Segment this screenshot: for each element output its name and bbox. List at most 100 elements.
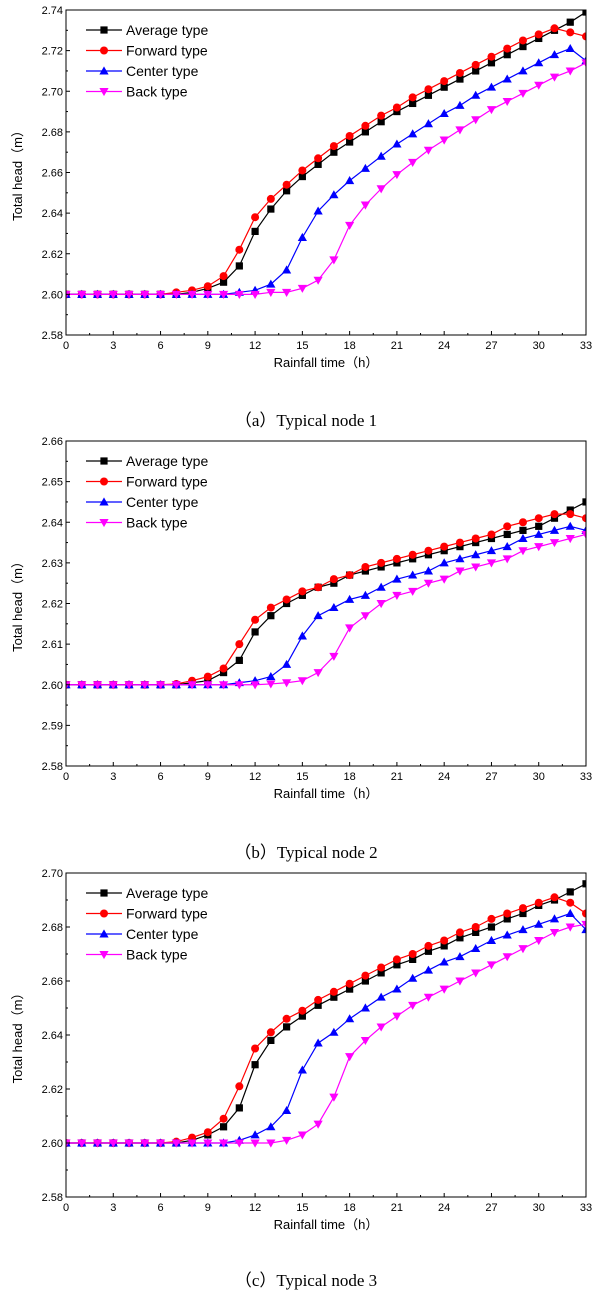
data-point-center-type-23 [423, 566, 434, 575]
data-point-back-type-8 [187, 1139, 197, 1148]
data-point-forward-type-17 [329, 987, 338, 996]
data-point-forward-type-13 [266, 1028, 275, 1037]
data-point-back-type-32 [565, 535, 575, 544]
data-point-back-type-17 [329, 256, 339, 265]
data-point-center-type-29 [518, 533, 528, 542]
data-point-back-type-21 [392, 591, 402, 600]
data-point-average-type-17 [330, 579, 338, 587]
data-point-center-type-28 [502, 930, 512, 939]
data-point-forward-type-17 [329, 575, 338, 584]
legend-entry-label: Forward type [126, 43, 208, 59]
y-tick-label: 2.64 [42, 1030, 63, 1042]
data-point-average-type-27 [487, 534, 496, 543]
data-point-center-type-15 [297, 232, 307, 241]
data-point-average-type-24 [440, 83, 448, 91]
data-point-center-type-22 [408, 129, 418, 138]
data-point-forward-type-30 [534, 898, 543, 907]
data-point-forward-type-29 [518, 904, 527, 913]
y-tick-label: 2.68 [42, 922, 63, 934]
series-line-back-type [66, 62, 586, 295]
data-point-center-type-21 [392, 139, 402, 148]
data-point-back-type-29 [518, 89, 528, 98]
data-point-forward-type-23 [424, 85, 433, 94]
data-point-back-type-31 [549, 73, 560, 82]
series-line-forward-type [66, 513, 586, 686]
data-point-forward-type-22 [408, 950, 417, 958]
x-tick-label: 21 [391, 771, 403, 783]
y-tick-label: 2.62 [42, 249, 63, 261]
data-point-forward-type-33 [582, 514, 586, 523]
x-tick-label: 30 [533, 771, 545, 783]
data-point-forward-type-13 [266, 603, 275, 612]
data-point-back-type-4 [124, 290, 134, 299]
data-point-back-type-4 [124, 681, 134, 690]
data-point-back-type-20 [376, 185, 386, 194]
data-point-forward-type-19 [361, 971, 370, 980]
data-point-forward-type-10 [219, 272, 228, 281]
x-tick-label: 0 [63, 1202, 69, 1214]
data-point-average-type-17 [330, 148, 338, 156]
data-point-average-type-19 [361, 567, 369, 575]
data-point-back-type-33 [581, 920, 586, 929]
data-point-center-type-28 [502, 74, 512, 83]
data-point-forward-type-27 [487, 52, 496, 61]
data-point-forward-type-15 [298, 166, 307, 175]
x-tick-label: 0 [63, 340, 69, 352]
data-point-center-type-25 [455, 100, 465, 109]
legend-entry-label: Average type [126, 22, 208, 38]
data-point-average-type-26 [472, 928, 480, 936]
data-point-center-type-17 [329, 602, 339, 612]
data-point-back-type-23 [423, 993, 434, 1002]
data-point-average-type-11 [235, 262, 243, 270]
data-point-forward-type-28 [503, 909, 512, 918]
data-point-average-type-15 [298, 172, 306, 181]
data-point-back-type-4 [124, 1139, 134, 1148]
x-tick-label: 12 [249, 340, 261, 352]
data-point-forward-type-12 [251, 213, 260, 222]
y-tick-label: 2.72 [42, 46, 63, 58]
data-point-back-type-26 [471, 116, 481, 125]
data-point-forward-type-22 [408, 550, 417, 559]
data-point-center-type-18 [345, 176, 355, 185]
chart-panel-2: 0 3 6 9 12 15 18 21 24 27 30 33 2.58 2.59 2.60 2.61 2.62… [10, 436, 592, 862]
data-point-back-type-3 [108, 681, 118, 690]
legend-marker [99, 66, 109, 75]
data-point-forward-type-29 [518, 36, 527, 45]
y-tick-label: 2.60 [42, 680, 63, 692]
data-point-center-type-16 [313, 611, 323, 620]
data-point-average-type-25 [456, 934, 464, 942]
data-point-average-type-29 [519, 526, 527, 534]
data-point-average-type-22 [409, 955, 417, 963]
data-point-average-type-32 [566, 888, 574, 896]
legend-marker [99, 951, 109, 960]
data-point-average-type-31 [550, 514, 559, 522]
x-tick-label: 30 [533, 1202, 545, 1214]
data-point-forward-type-30 [534, 30, 543, 39]
x-tick-label: 3 [110, 340, 116, 352]
data-point-center-type-23 [423, 965, 434, 974]
plot-frame [65, 440, 587, 767]
figure-caption: （c）Typical node 3 [235, 1271, 377, 1290]
data-point-forward-type-21 [392, 103, 401, 112]
data-point-center-type-19 [360, 1003, 370, 1012]
legend-marker [100, 889, 108, 897]
data-point-average-type-10 [219, 1123, 228, 1131]
x-tick-label: 18 [344, 771, 356, 783]
data-point-back-type-30 [534, 81, 544, 90]
data-point-average-type-17 [330, 993, 338, 1001]
data-point-back-type-22 [408, 158, 418, 167]
legend-marker [100, 26, 108, 34]
data-point-back-type-23 [423, 579, 434, 588]
legend-entry-label: Average type [126, 453, 208, 469]
x-tick-label: 3 [110, 1202, 116, 1214]
x-tick-label: 18 [344, 340, 356, 352]
legend-marker [100, 46, 108, 55]
data-point-back-type-7 [171, 1139, 181, 1148]
data-point-forward-type-10 [219, 664, 228, 673]
data-point-center-type-27 [486, 935, 497, 944]
data-point-back-type-13 [266, 1139, 276, 1148]
y-tick-label: 2.62 [42, 599, 63, 611]
data-point-center-type-24 [439, 957, 449, 966]
y-tick-label: 2.68 [42, 127, 63, 139]
